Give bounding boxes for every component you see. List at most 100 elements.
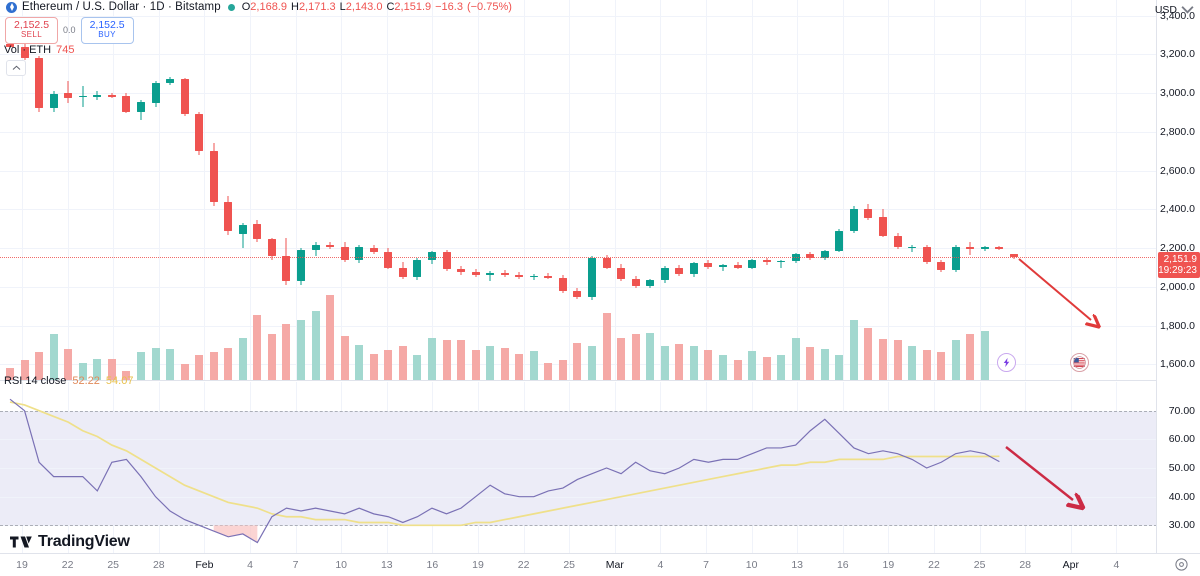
- candle-body: [64, 93, 73, 98]
- candle-body: [442, 252, 451, 270]
- lightning-bolt-icon[interactable]: [997, 353, 1016, 372]
- candlestick: [631, 0, 640, 380]
- price-axis[interactable]: USD 3,400.0 3,200.0 3,000.0 2,800.0 2,600.0 2…: [1155, 0, 1200, 554]
- chart-legend: Ethereum / U.S. Dollar · 1D · Bitstamp O…: [6, 1, 512, 13]
- candlestick: [602, 0, 611, 380]
- chevron-down-icon[interactable]: [1181, 3, 1194, 16]
- candle-body: [849, 209, 858, 231]
- time-axis-tick: 25: [563, 559, 576, 571]
- volume-bar: [93, 359, 102, 380]
- candle-body: [515, 275, 524, 278]
- candlestick: [966, 0, 975, 380]
- candlestick: [675, 0, 684, 380]
- candlestick: [20, 0, 29, 380]
- candle-wick: [242, 222, 244, 249]
- ohlc-change-percent: (−0.75%): [466, 1, 512, 13]
- rsi-legend[interactable]: RSI 14 close 52.22 54.07: [4, 375, 133, 387]
- candlestick: [806, 0, 815, 380]
- gridline-horizontal: [0, 496, 1157, 498]
- time-axis[interactable]: 19 22 25 28 Feb 4 7 10 13 16 19 22 25 Mar 4 7 10 13 16 19 22…: [0, 553, 1200, 575]
- buy-button[interactable]: 2,152.5 BUY: [80, 17, 134, 44]
- candle-wick: [489, 271, 491, 282]
- candle-body: [209, 151, 218, 202]
- time-axis-tick: 19: [472, 559, 484, 571]
- volume-bar: [151, 348, 160, 380]
- volume-legend[interactable]: Vol · ETH 745: [4, 44, 74, 56]
- volume-value: 745: [56, 44, 75, 56]
- gridline-vertical: [1025, 0, 1027, 380]
- candle-body: [471, 272, 480, 276]
- gridline-vertical: [569, 0, 571, 380]
- rsi-line: [9, 398, 1000, 544]
- volume-bar: [78, 363, 87, 380]
- time-axis-tick: 16: [426, 559, 439, 571]
- price-axis-tick: 1,800.0: [1159, 319, 1195, 332]
- time-axis-tick: 16: [836, 559, 849, 571]
- candlestick: [995, 0, 1004, 380]
- candlestick: [573, 0, 582, 380]
- us-flag-icon[interactable]: [1070, 353, 1089, 372]
- gridline-vertical: [660, 0, 662, 380]
- volume-bar: [966, 333, 975, 380]
- buy-label: BUY: [98, 30, 116, 40]
- candle-body: [78, 95, 87, 98]
- time-axis-tick: 22: [928, 559, 940, 571]
- candle-body: [617, 267, 626, 280]
- gridline-vertical: [432, 0, 434, 380]
- time-axis-tick: Mar: [605, 559, 624, 571]
- sell-button[interactable]: 2,152.5 SELL: [5, 17, 59, 44]
- time-axis-tick: 28: [152, 559, 165, 571]
- candlestick: [253, 0, 262, 380]
- candle-body: [93, 95, 102, 97]
- sell-label: SELL: [20, 30, 43, 40]
- symbol-title[interactable]: Ethereum / U.S. Dollar · 1D · Bitstamp: [22, 1, 221, 13]
- gridline-vertical: [1116, 0, 1118, 380]
- tradingview-branding[interactable]: TradingView: [10, 533, 130, 551]
- price-axis-unit[interactable]: USD: [1155, 3, 1194, 16]
- price-axis-unit-label: USD: [1154, 3, 1177, 16]
- candle-body: [646, 280, 655, 286]
- volume-bar: [427, 337, 436, 380]
- volume-bar: [500, 348, 509, 380]
- gridline-horizontal: [0, 468, 1157, 469]
- volume-bar: [849, 320, 858, 380]
- candle-body: [486, 272, 495, 276]
- time-axis-tick: 4: [247, 559, 253, 571]
- rsi-pane[interactable]: [0, 382, 1157, 554]
- chevron-up-icon[interactable]: [6, 60, 26, 76]
- candlestick: [136, 0, 145, 380]
- volume-bar: [384, 349, 393, 380]
- price-pane[interactable]: [0, 0, 1157, 380]
- gridline-vertical: [158, 0, 160, 380]
- volume-bar: [6, 368, 14, 380]
- spread-value: 0.0: [63, 25, 76, 36]
- time-axis-tick: 10: [335, 559, 348, 571]
- current-price-tag[interactable]: 2,151.9 19:29:23: [1158, 252, 1200, 279]
- gridline-horizontal: [0, 15, 1157, 17]
- volume-bar: [806, 346, 815, 380]
- gridline-horizontal: [0, 248, 1157, 250]
- volume-bar: [340, 336, 349, 380]
- price-axis-tick: 1,600.0: [1159, 358, 1195, 371]
- volume-bar: [893, 340, 902, 380]
- volume-bar: [588, 345, 596, 380]
- candle-body: [806, 254, 815, 258]
- candlestick: [486, 0, 495, 380]
- volume-bar: [675, 344, 684, 380]
- rsi-axis-tick: 30.00: [1168, 519, 1195, 532]
- time-axis-tick: 25: [973, 559, 986, 571]
- candlestick: [311, 0, 320, 380]
- candlestick: [35, 0, 44, 380]
- candle-body: [995, 247, 1004, 249]
- candlestick: [166, 0, 175, 380]
- candle-body: [1009, 254, 1018, 258]
- volume-bar: [820, 348, 829, 380]
- candle-body: [922, 246, 931, 263]
- ohlc-values: O2,168.9 H2,171.3 L2,143.0 C2,151.9 −16.…: [242, 1, 512, 13]
- candle-wick: [911, 245, 913, 253]
- candlestick: [180, 0, 189, 380]
- volume-bar: [297, 320, 305, 380]
- gridline-vertical: [1070, 0, 1072, 380]
- candlestick: [151, 0, 160, 380]
- gear-icon[interactable]: [1175, 558, 1188, 576]
